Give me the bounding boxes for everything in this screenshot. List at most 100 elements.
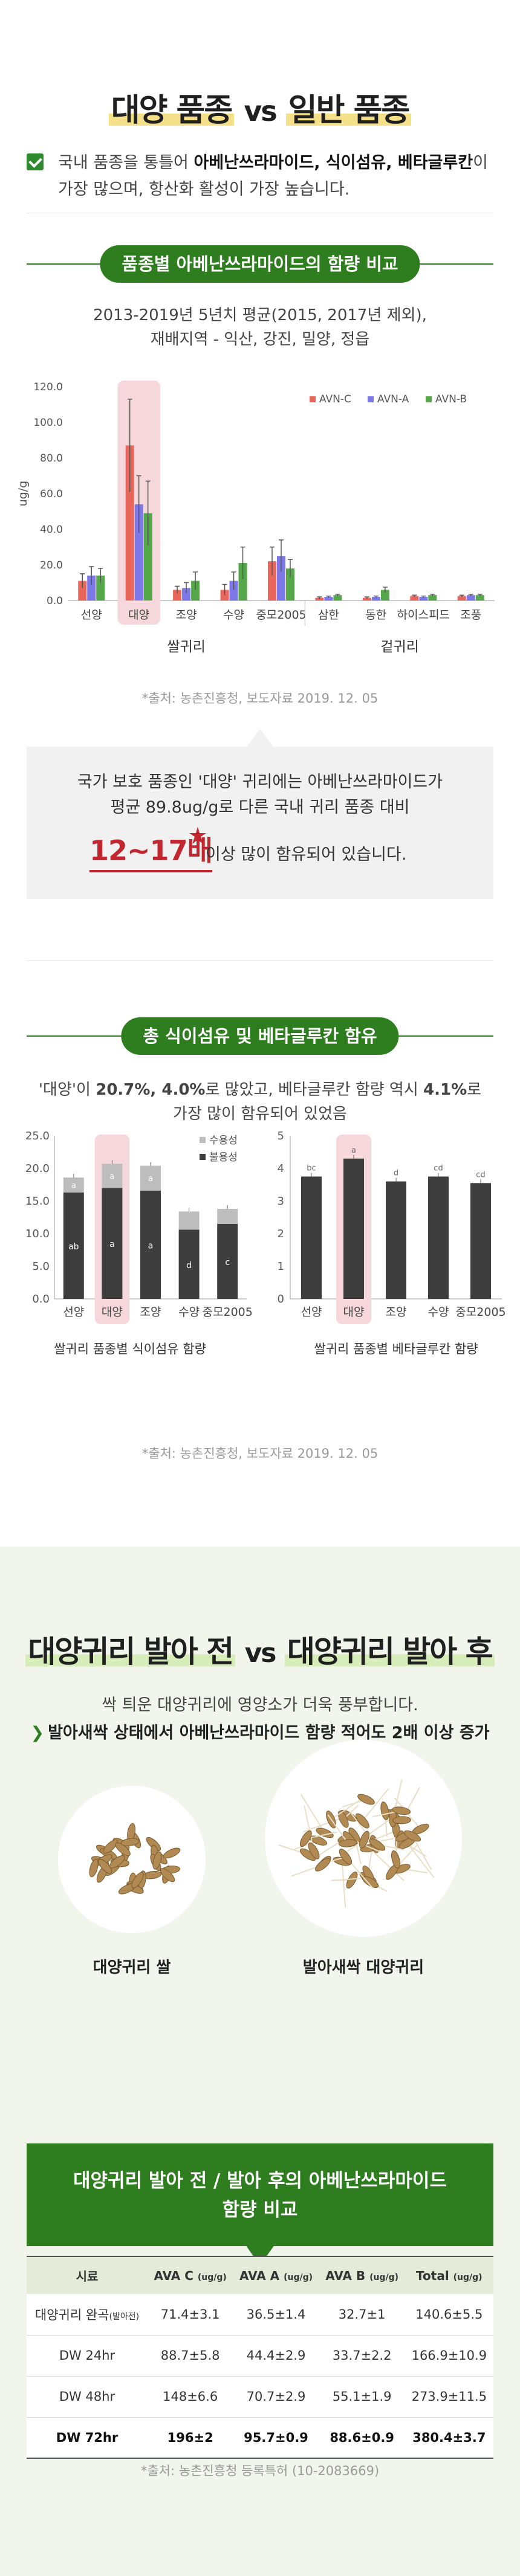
title-vs: vs bbox=[244, 95, 277, 127]
sprout-root bbox=[362, 1788, 389, 1821]
x-tick-label: 수양 bbox=[428, 1306, 449, 1319]
x-tick-label: 하이스피드 bbox=[397, 608, 450, 622]
bar-AVN-A-조양 bbox=[182, 588, 191, 601]
bar-AVN-B-동한 bbox=[380, 590, 389, 601]
oat-grain bbox=[89, 1859, 99, 1878]
x-tick-label: 선양 bbox=[81, 608, 102, 622]
x-tick-label: 조풍 bbox=[460, 608, 481, 622]
bar-soluble-중모2005 bbox=[217, 1208, 238, 1224]
oat-grain bbox=[146, 1837, 161, 1851]
sprout-root bbox=[369, 1847, 405, 1881]
y-tick-label: 0.0 bbox=[47, 595, 63, 607]
oat-grain bbox=[120, 1838, 140, 1846]
legend-label: 불용성 bbox=[209, 1151, 238, 1164]
x-tick-label: 대양 bbox=[128, 608, 149, 622]
legend-swatch bbox=[368, 396, 374, 402]
y-tick-label: 2 bbox=[278, 1228, 284, 1240]
section-header-fiber: 총 식이섬유 및 베타글루칸 함유 bbox=[27, 1017, 493, 1055]
y-tick-label: 120.0 bbox=[33, 381, 63, 393]
x-tick-label: 조양 bbox=[140, 1306, 161, 1319]
bar-AVN-C-동한 bbox=[362, 597, 371, 601]
sprouted-oat-label: 발아새싹 대양귀리 bbox=[302, 1959, 424, 1977]
bar-soluble-조양 bbox=[140, 1165, 161, 1191]
oat-grain bbox=[362, 1876, 379, 1889]
chart-title: 쌀귀리 품종별 베타글루칸 함량 bbox=[314, 1342, 478, 1356]
bar-AVN-C-대양 bbox=[125, 445, 134, 601]
bar-AVN-B-수양 bbox=[238, 563, 247, 601]
sprout-root bbox=[330, 1800, 360, 1820]
x-tick-label: 조양 bbox=[386, 1306, 407, 1319]
bar-insoluble-대양 bbox=[102, 1188, 123, 1299]
significance-letter: a bbox=[109, 1172, 114, 1181]
legend-label: AVN-A bbox=[377, 393, 409, 405]
x-tick-label: 중모2005 bbox=[256, 608, 306, 622]
y-tick-label: 1 bbox=[278, 1260, 284, 1273]
bar-soluble-대양 bbox=[102, 1164, 123, 1188]
summary-line-2: 평균 89.8ug/g로 다른 국내 귀리 품종 대비 bbox=[110, 798, 410, 817]
x-tick-label: 삼한 bbox=[318, 608, 339, 622]
y-axis-label: ug/g bbox=[16, 481, 30, 507]
bar-AVN-C-선양 bbox=[78, 581, 87, 601]
table-row: DW 48hr 148±6.6 70.7±2.9 55.1±1.9 273.9±11.5 bbox=[27, 2376, 493, 2418]
y-tick-label: 20.0 bbox=[40, 559, 63, 572]
sprout-root bbox=[401, 1787, 420, 1821]
bar-insoluble-선양 bbox=[63, 1192, 84, 1299]
x-tick-label: 중모2005 bbox=[455, 1306, 505, 1319]
source-note: *출처: 농촌진흥청 등록특허 (10-2083669) bbox=[140, 2464, 380, 2478]
sprout-root bbox=[406, 1843, 435, 1878]
oat-grain bbox=[131, 1872, 144, 1889]
oat-grain bbox=[369, 1838, 386, 1851]
x-tick-label: 대양 bbox=[102, 1306, 123, 1319]
bar-insoluble-중모2005 bbox=[217, 1223, 238, 1299]
title-part-b: 일반 품종 bbox=[285, 92, 412, 129]
significance-letter: d bbox=[186, 1261, 192, 1270]
sparkle-icon bbox=[189, 826, 206, 844]
oat-grain bbox=[115, 1842, 131, 1856]
bar-AVN-A-하이스피드 bbox=[419, 597, 428, 601]
x-tick-label: 조양 bbox=[176, 608, 197, 622]
y-tick-label: 3 bbox=[278, 1195, 284, 1208]
comparison-header-box: 대양귀리 발아 전 / 발아 후의 아베난쓰라마이드 함량 비교 bbox=[27, 2143, 493, 2246]
col-sample: 시료 bbox=[27, 2256, 148, 2294]
callout-arrow bbox=[247, 729, 273, 747]
title-part-a: 대양 품종 bbox=[108, 92, 235, 129]
y-tick-label: 5.0 bbox=[32, 1260, 50, 1273]
source-note: *출처: 농촌진흥청, 보도자료 2019. 12. 05 bbox=[141, 1446, 379, 1461]
oat-grain bbox=[337, 1810, 349, 1828]
betaglucan-chart: 0 1 2 3 4 5 bc 선양 a 대양 d 조양 cd 수양 cd 중모2005 쌀귀리 품종별 베타글루… bbox=[278, 1130, 506, 1356]
x-tick-label: 선양 bbox=[63, 1306, 84, 1319]
sprout-root bbox=[341, 1861, 346, 1908]
significance-letter: cd bbox=[476, 1170, 485, 1179]
oat-grain bbox=[109, 1855, 125, 1869]
oat-rice-label: 대양귀리 쌀 bbox=[93, 1959, 171, 1977]
significance-letter: cd bbox=[434, 1164, 443, 1173]
bar-AVN-A-조풍 bbox=[466, 595, 475, 601]
bar-AVN-A-삼한 bbox=[324, 597, 333, 601]
significance-letter: c bbox=[225, 1258, 230, 1267]
page-title: 대양 품종 vs 일반 품종 bbox=[108, 85, 412, 130]
section-pill-ava: 품종별 아베난쓰라마이드의 함량 비교 bbox=[100, 245, 420, 283]
source-note: *출처: 농촌진흥청, 보도자료 2019. 12. 05 bbox=[141, 691, 379, 706]
bar-대양 bbox=[343, 1158, 364, 1299]
table-row: DW 24hr 88.7±5.8 44.4±2.9 33.7±2.2 166.9±10.… bbox=[27, 2335, 493, 2377]
bar-AVN-B-삼한 bbox=[333, 595, 342, 601]
bar-insoluble-수양 bbox=[178, 1229, 200, 1299]
oat-grain bbox=[403, 1830, 421, 1842]
bar-AVN-B-조양 bbox=[191, 581, 200, 601]
oat-grain bbox=[356, 1813, 369, 1829]
bar-수양 bbox=[428, 1176, 449, 1299]
oat-grain bbox=[98, 1859, 112, 1874]
x-tick-label: 수양 bbox=[178, 1306, 200, 1319]
section-pill-fiber: 총 식이섬유 및 베타글루칸 함유 bbox=[121, 1017, 399, 1055]
significance-letter: a bbox=[71, 1182, 76, 1191]
fiber-caption: '대양'이 20.7%, 4.0%로 많았고, 베타글루칸 함량 역시 4.1%… bbox=[38, 1081, 482, 1123]
oat-grain bbox=[357, 1794, 375, 1805]
section-title: 대양 품종 vs 일반 품종 bbox=[0, 0, 520, 130]
sprout-root bbox=[305, 1831, 337, 1840]
checkmark-icon bbox=[27, 153, 44, 170]
significance-letter: bc bbox=[307, 1164, 316, 1173]
oat-grain bbox=[152, 1851, 162, 1870]
bar-soluble-선양 bbox=[63, 1177, 84, 1193]
legend-label: AVN-C bbox=[319, 393, 351, 405]
bar-soluble-수양 bbox=[178, 1211, 200, 1230]
